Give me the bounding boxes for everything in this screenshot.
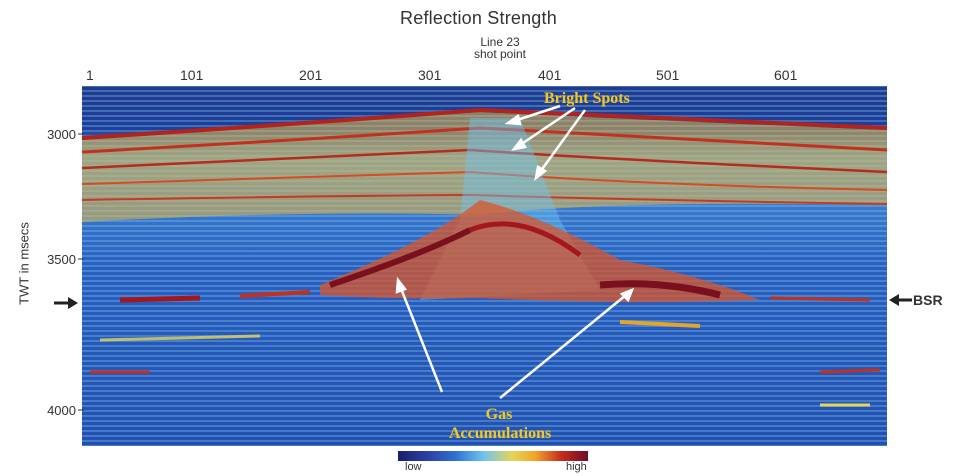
bsr-arrow-right (889, 294, 912, 306)
shot-tick-301: 301 (418, 67, 442, 83)
colorbar-low-label: low (405, 461, 422, 473)
shot-point-caption: shot point (473, 47, 527, 61)
bsr-label: BSR (913, 292, 943, 308)
twt-tick-3000: 3000 (47, 127, 76, 142)
figure-title: Reflection Strength (400, 8, 557, 28)
shot-tick-101: 101 (180, 67, 204, 83)
bsr-arrow-left (54, 297, 78, 309)
gas-label-line1: Gas (485, 406, 513, 423)
twt-tick-marks (78, 133, 84, 411)
bright-spots-label: Bright Spots (544, 90, 630, 107)
twt-tick-4000: 4000 (47, 403, 76, 418)
seismic-section (81, 86, 888, 446)
twt-tick-3500: 3500 (47, 252, 76, 267)
colorbar (398, 451, 588, 461)
shot-tick-201: 201 (299, 67, 323, 83)
shot-tick-601: 601 (774, 67, 798, 83)
gas-accumulations-label: Gas Accumulations (449, 405, 552, 443)
shot-tick-401: 401 (538, 67, 562, 83)
annotation-arrows (395, 104, 635, 399)
line-number: Line 23 (480, 35, 520, 49)
line-label: Line 23 shot point (440, 36, 560, 60)
gas-label-line2: Accumulations (449, 425, 552, 442)
shot-tick-1: 1 (86, 67, 94, 83)
colorbar-high-label: high (566, 461, 587, 473)
shot-tick-501: 501 (656, 67, 680, 83)
